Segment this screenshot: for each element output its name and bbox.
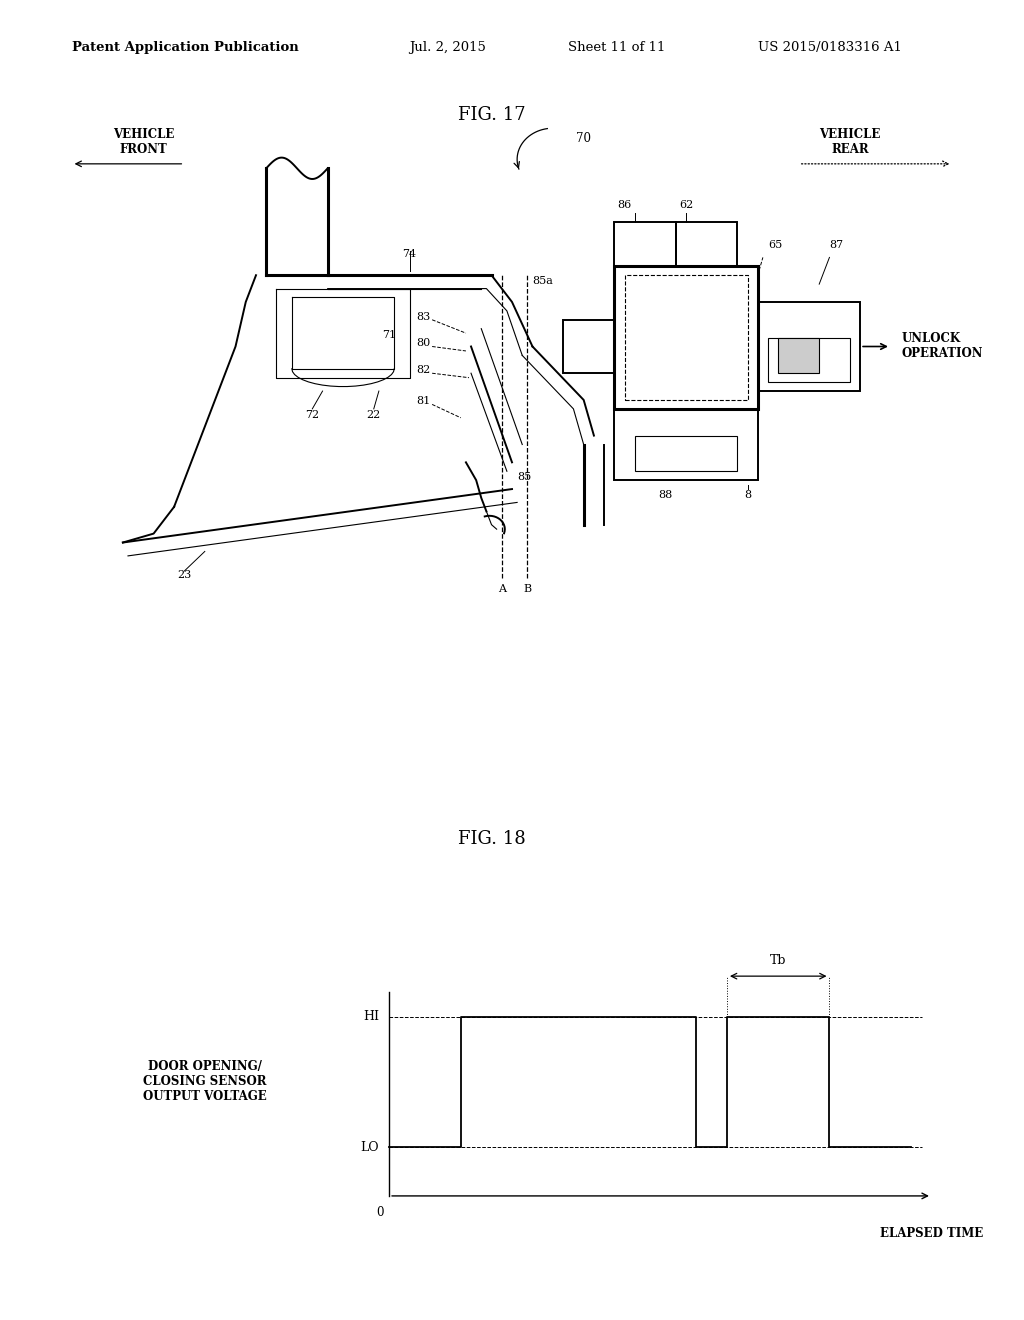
Text: LO: LO xyxy=(360,1140,379,1154)
Text: FIG. 18: FIG. 18 xyxy=(458,830,525,847)
Text: 80: 80 xyxy=(416,338,430,348)
Bar xyxy=(614,409,758,480)
Text: B: B xyxy=(523,583,531,594)
Bar xyxy=(625,275,748,400)
Bar xyxy=(758,302,860,391)
Text: 87: 87 xyxy=(829,240,844,251)
Text: Tb: Tb xyxy=(770,954,786,968)
Text: FIG. 17: FIG. 17 xyxy=(458,106,525,124)
Bar xyxy=(778,338,819,374)
Text: VEHICLE
REAR: VEHICLE REAR xyxy=(819,128,881,156)
Text: 86: 86 xyxy=(617,201,632,210)
Text: 0: 0 xyxy=(377,1205,384,1218)
Text: 85: 85 xyxy=(517,473,531,482)
Text: 83: 83 xyxy=(416,312,430,322)
Text: 74: 74 xyxy=(402,249,417,260)
Bar xyxy=(676,222,737,267)
Text: A: A xyxy=(498,583,506,594)
Bar xyxy=(563,319,614,374)
Text: 22: 22 xyxy=(367,409,381,420)
Text: ELAPSED TIME: ELAPSED TIME xyxy=(881,1226,983,1239)
Text: 62: 62 xyxy=(679,201,693,210)
Text: Patent Application Publication: Patent Application Publication xyxy=(72,41,298,54)
Bar xyxy=(614,267,758,409)
Text: HI: HI xyxy=(362,1010,379,1023)
Text: 8: 8 xyxy=(744,490,751,500)
Text: 71: 71 xyxy=(382,330,396,339)
Text: 65: 65 xyxy=(768,240,782,251)
Text: VEHICLE
FRONT: VEHICLE FRONT xyxy=(113,128,174,156)
Text: 88: 88 xyxy=(658,490,673,500)
Text: 81: 81 xyxy=(416,396,430,407)
Text: US 2015/0183316 A1: US 2015/0183316 A1 xyxy=(758,41,902,54)
Text: DOOR OPENING/
CLOSING SENSOR
OUTPUT VOLTAGE: DOOR OPENING/ CLOSING SENSOR OUTPUT VOLT… xyxy=(143,1060,266,1104)
Text: 70: 70 xyxy=(577,132,591,145)
Bar xyxy=(635,436,737,471)
Text: Jul. 2, 2015: Jul. 2, 2015 xyxy=(410,41,486,54)
Text: 82: 82 xyxy=(416,366,430,375)
Text: 85a: 85a xyxy=(532,276,553,286)
Text: UNLOCK
OPERATION: UNLOCK OPERATION xyxy=(901,333,983,360)
Text: Sheet 11 of 11: Sheet 11 of 11 xyxy=(568,41,666,54)
Bar xyxy=(768,338,850,381)
Bar xyxy=(614,222,676,267)
Text: 23: 23 xyxy=(177,570,191,581)
Text: 72: 72 xyxy=(305,409,319,420)
